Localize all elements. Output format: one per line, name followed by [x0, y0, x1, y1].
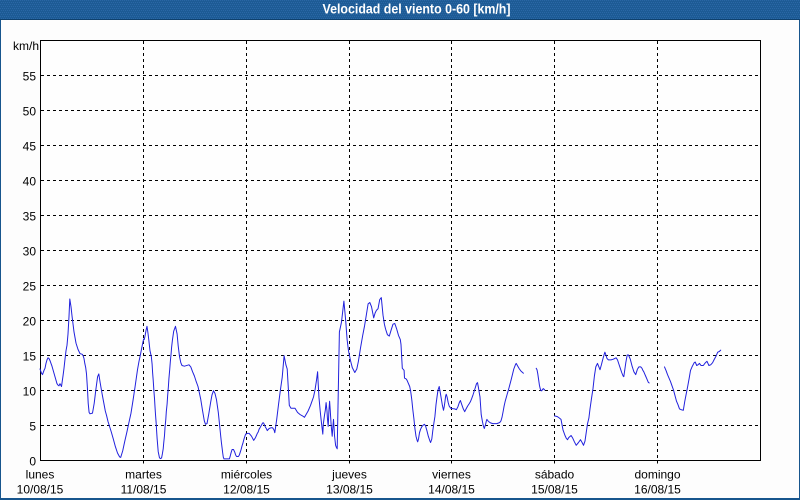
- svg-text:martes: martes: [125, 468, 162, 482]
- svg-text:10/08/15: 10/08/15: [17, 483, 64, 497]
- svg-text:20: 20: [23, 315, 37, 329]
- svg-text:15: 15: [23, 350, 37, 364]
- svg-text:16/08/15: 16/08/15: [634, 483, 681, 497]
- svg-text:45: 45: [23, 140, 37, 154]
- svg-text:14/08/15: 14/08/15: [428, 483, 475, 497]
- svg-text:sábado: sábado: [535, 468, 575, 482]
- svg-text:10: 10: [23, 385, 37, 399]
- svg-text:30: 30: [23, 245, 37, 259]
- svg-text:40: 40: [23, 175, 37, 189]
- svg-text:12/08/15: 12/08/15: [223, 483, 270, 497]
- svg-text:50: 50: [23, 105, 37, 119]
- svg-text:Velocidad del viento 0-60 [km/: Velocidad del viento 0-60 [km/h]: [323, 2, 511, 17]
- svg-text:5: 5: [29, 420, 36, 434]
- svg-text:miércoles: miércoles: [221, 468, 272, 482]
- svg-text:55: 55: [23, 70, 37, 84]
- svg-text:0: 0: [29, 455, 36, 469]
- svg-text:domingo: domingo: [634, 468, 680, 482]
- svg-text:jueves: jueves: [331, 468, 367, 482]
- svg-text:lunes: lunes: [26, 468, 55, 482]
- svg-text:15/08/15: 15/08/15: [531, 483, 578, 497]
- svg-text:13/08/15: 13/08/15: [326, 483, 373, 497]
- svg-text:25: 25: [23, 280, 37, 294]
- svg-text:km/h: km/h: [13, 39, 39, 53]
- svg-text:35: 35: [23, 210, 37, 224]
- svg-text:11/08/15: 11/08/15: [121, 483, 167, 497]
- svg-text:viernes: viernes: [432, 468, 471, 482]
